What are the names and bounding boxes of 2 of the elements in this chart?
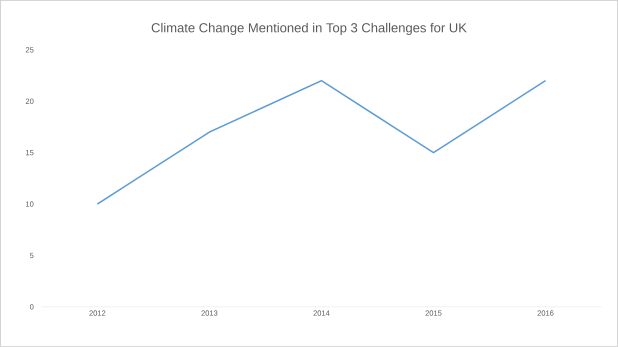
chart-title: Climate Change Mentioned in Top 3 Challenges for UK	[152, 22, 467, 36]
line-series	[96, 80, 546, 205]
